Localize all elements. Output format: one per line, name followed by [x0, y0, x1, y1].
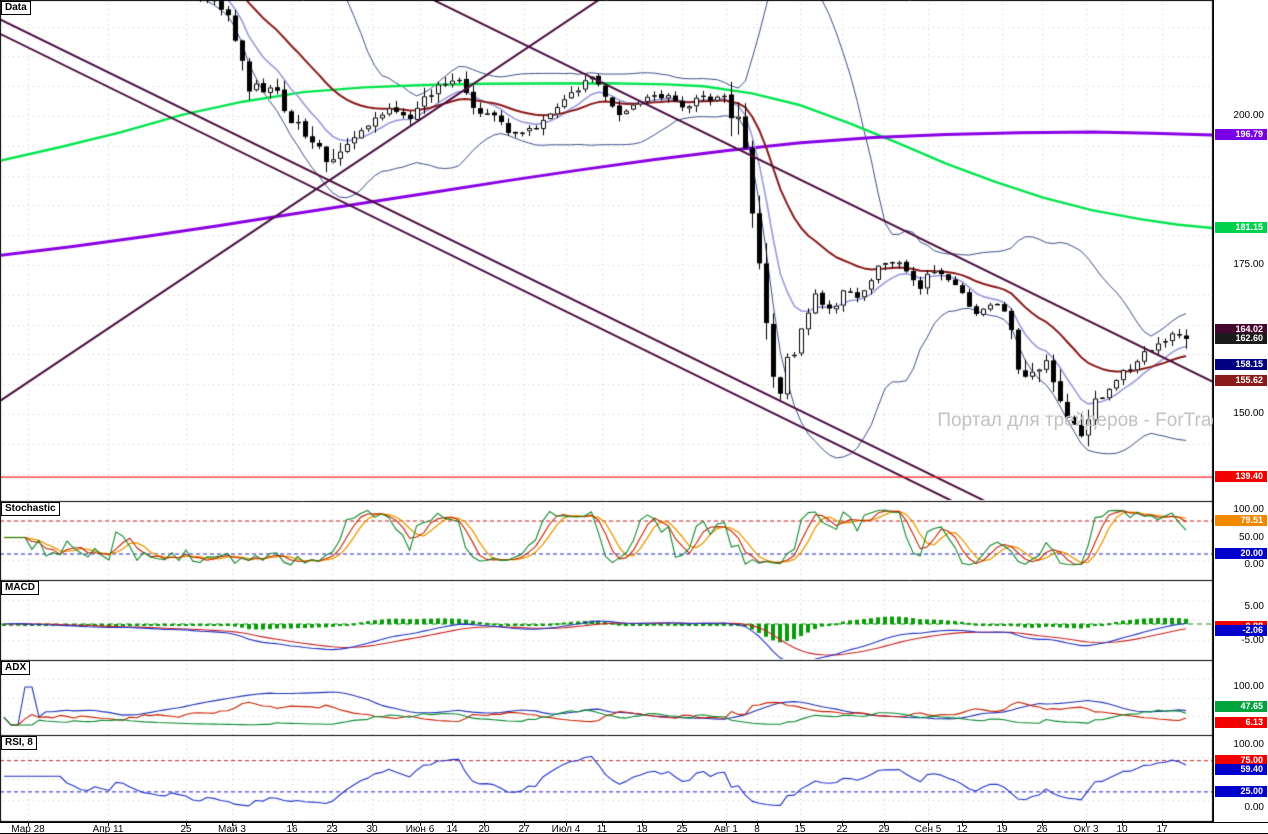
- scale-tick-150.00: 150.00: [1233, 408, 1264, 419]
- time-label-25: 25: [676, 824, 688, 834]
- time-label-19: 19: [996, 824, 1008, 834]
- time-axis-tick: [108, 823, 109, 826]
- time-label-25: 25: [180, 824, 192, 834]
- time-axis-tick: [962, 823, 963, 826]
- scale-badge-25.00: 25.00: [1215, 786, 1267, 797]
- time-label-Авг 1: Авг 1: [714, 824, 738, 834]
- time-label-15: 15: [794, 824, 806, 834]
- scale-badge-47.65: 47.65: [1215, 701, 1267, 712]
- time-label-12: 12: [956, 824, 968, 834]
- time-label-10: 10: [1116, 824, 1128, 834]
- time-label-14: 14: [446, 824, 458, 834]
- time-label-27: 27: [518, 824, 530, 834]
- time-axis-tick: [292, 823, 293, 826]
- scale-tick-100.00: 100.00: [1233, 739, 1264, 750]
- scale-badge-155.62: 155.62: [1215, 375, 1267, 386]
- time-axis-tick: [928, 823, 929, 826]
- time-axis-tick: [452, 823, 453, 826]
- time-label-Окт 3: Окт 3: [1073, 824, 1099, 834]
- scale-tick-0.00: 0.00: [1244, 802, 1264, 813]
- panel-label-adx: ADX: [1, 661, 31, 675]
- time-label-Май 3: Май 3: [218, 824, 246, 834]
- time-label-23: 23: [326, 824, 338, 834]
- time-axis-tick: [757, 823, 758, 826]
- time-axis-tick: [1002, 823, 1003, 826]
- time-label-29: 29: [878, 824, 890, 834]
- time-axis-tick: [842, 823, 843, 826]
- panel-label-stochastic: Stochastic: [1, 502, 60, 516]
- time-axis-tick: [524, 823, 525, 826]
- time-axis-tick: [28, 823, 29, 826]
- time-axis-tick: [1122, 823, 1123, 826]
- time-axis-tick: [420, 823, 421, 826]
- chart-canvas[interactable]: [0, 0, 1213, 822]
- time-axis-tick: [1162, 823, 1163, 826]
- time-axis-tick: [800, 823, 801, 826]
- time-label-18: 18: [636, 824, 648, 834]
- scale-tick-50.00: 50.00: [1238, 532, 1264, 543]
- time-label-16: 16: [286, 824, 298, 834]
- time-label-Июл 4: Июл 4: [551, 824, 581, 834]
- time-label-Апр 11: Апр 11: [92, 824, 124, 834]
- scale-badge-20.00: 20.00: [1215, 548, 1267, 559]
- scale-badge-196.79: 196.79: [1215, 129, 1267, 140]
- time-label-30: 30: [366, 824, 378, 834]
- time-label-11: 11: [596, 824, 608, 834]
- time-axis-tick: [602, 823, 603, 826]
- price-scale-column: 200.00 196.79 181.15 175.00 164.02 162.60 158.…: [1213, 0, 1268, 822]
- scale-tick--5.00: -5.00: [1241, 635, 1264, 646]
- scale-badge-59.40: 59.40: [1215, 764, 1267, 775]
- time-label-8: 8: [754, 824, 760, 834]
- time-label-17: 17: [1156, 824, 1168, 834]
- scale-badge-79.51: 79.51: [1215, 515, 1267, 526]
- scale-badge-162.60: 162.60: [1215, 333, 1267, 344]
- time-axis-tick: [884, 823, 885, 826]
- time-label-Июн 6: Июн 6: [405, 824, 435, 834]
- time-axis-tick: [566, 823, 567, 826]
- time-axis-tick: [372, 823, 373, 826]
- time-axis-tick: [186, 823, 187, 826]
- time-axis-tick: [682, 823, 683, 826]
- time-axis-tick: [332, 823, 333, 826]
- time-axis-tick: [726, 823, 727, 826]
- time-label-Сен 5: Сен 5: [914, 824, 942, 834]
- time-axis-tick: [642, 823, 643, 826]
- scale-badge--2.06: -2.06: [1215, 625, 1267, 636]
- scale-tick-5.00: 5.00: [1244, 601, 1264, 612]
- scale-badge-158.15: 158.15: [1215, 359, 1267, 370]
- scale-badge-75.00: 75.00: [1215, 755, 1267, 766]
- panel-label-rsi: RSI, 8: [1, 736, 37, 750]
- scale-badge-6.13: 6.13: [1215, 717, 1267, 728]
- scale-tick-200.00: 200.00: [1233, 110, 1264, 121]
- scale-tick-0.00: 0.00: [1244, 559, 1264, 570]
- time-label-20: 20: [478, 824, 490, 834]
- time-axis-tick: [1042, 823, 1043, 826]
- time-label-22: 22: [836, 824, 848, 834]
- scale-tick-175.00: 175.00: [1233, 259, 1264, 270]
- time-axis-tick: [232, 823, 233, 826]
- time-axis: Мар 28 Апр 11 25 Май 3 16 23 30 Июн 6 14 20 27 Июл …: [0, 822, 1268, 834]
- time-axis-tick: [484, 823, 485, 826]
- scale-tick-100.00: 100.00: [1233, 681, 1264, 692]
- panel-label-data: Data: [1, 1, 31, 15]
- time-axis-tick: [1086, 823, 1087, 826]
- scale-badge-164.02: 164.02: [1215, 324, 1267, 335]
- scale-badge-139.40: 139.40: [1215, 471, 1267, 482]
- scale-tick-100.00: 100.00: [1233, 504, 1264, 515]
- time-label-26: 26: [1036, 824, 1048, 834]
- panel-label-macd: MACD: [1, 581, 39, 595]
- watermark-text: Портал для трейдеров - ForTrader.ru: [937, 410, 1260, 431]
- time-label-Мар 28: Мар 28: [11, 824, 45, 834]
- scale-badge-181.15: 181.15: [1215, 222, 1267, 233]
